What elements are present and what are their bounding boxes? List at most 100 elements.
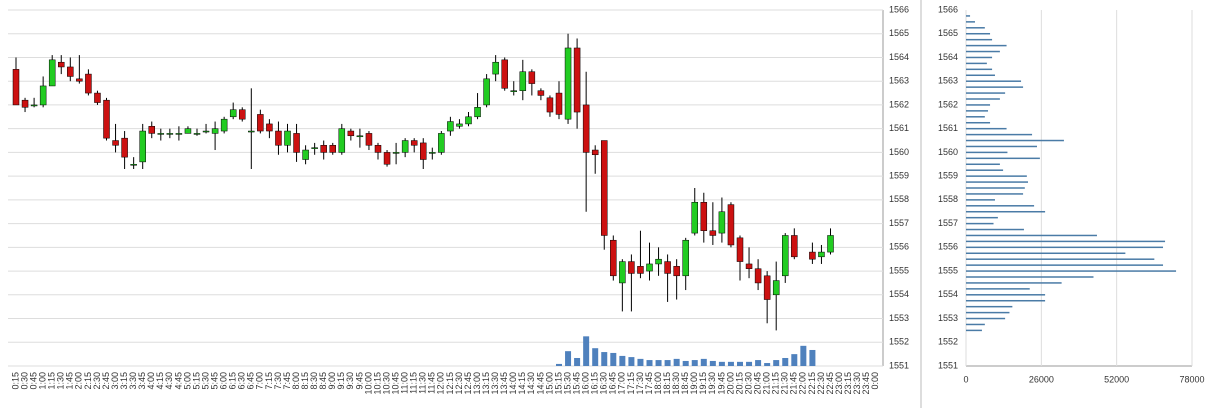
y-tick-label: 1563 [938, 76, 958, 86]
x-tick-label: 18:00 [653, 372, 663, 395]
y-tick-label: 1564 [938, 52, 958, 62]
y-tick-label: 1558 [889, 194, 909, 204]
profile-bar [966, 210, 1046, 213]
x-tick-label: 1:45 [65, 372, 75, 390]
x-tick-label: 6:45 [246, 372, 256, 390]
volume-bar [583, 336, 590, 366]
profile-bar [966, 98, 1000, 100]
x-tick-label: 5:30 [200, 372, 210, 390]
x-tick-label: 16:30 [599, 372, 609, 395]
profile-bar [966, 127, 1007, 130]
x-tick-label: 0:00 [870, 372, 880, 390]
x-tick-label: 23:00 [834, 372, 844, 395]
y-tick-label: 1555 [889, 265, 909, 275]
volume-bar [637, 358, 644, 366]
y-tick-label: 1558 [938, 194, 958, 204]
volume-bar [800, 345, 807, 366]
candle-body [637, 266, 644, 274]
x-tick-label: 11:00 [400, 372, 410, 394]
x-tick-label: 7:30 [273, 372, 283, 390]
profile-bar [966, 205, 1035, 207]
x-tick-label: 20:30 [743, 372, 753, 395]
y-tick-label: 1557 [889, 218, 909, 228]
candle-body [21, 99, 29, 108]
x-tick-label: 21:15 [771, 372, 781, 395]
candle-body [772, 280, 780, 296]
candle-body [112, 140, 119, 146]
x-tick-label: 19:45 [716, 372, 726, 395]
x-tick-label: 19:30 [707, 372, 717, 395]
x-tick-label: 9:00 [327, 372, 337, 390]
x-tick-label: 23:30 [852, 372, 862, 395]
candle-body [718, 211, 726, 234]
x-tick-label: 13:15 [481, 372, 491, 395]
volume-bar [700, 358, 707, 366]
x-tick-label: 13:00 [472, 372, 482, 395]
candle-body [782, 235, 789, 277]
profile-bar [966, 86, 1024, 88]
candle-body [157, 133, 165, 135]
profile-bar [966, 15, 971, 17]
candle-body [483, 78, 490, 106]
x-tick-label: 4:45 [173, 372, 183, 390]
x-tick-label: 0:15 [10, 372, 20, 390]
profile-bar [966, 299, 1046, 302]
candle-body [555, 92, 563, 115]
volume-bar [809, 349, 816, 366]
profile-bar [966, 294, 1046, 296]
candle-body [492, 61, 499, 75]
candle-body [193, 133, 201, 135]
x-tick-label: 4:15 [155, 372, 165, 390]
candle-body [420, 142, 427, 160]
x-tick-label: 2:15 [83, 372, 93, 390]
candle-body [754, 268, 762, 284]
x-tick-label: 3:45 [137, 372, 147, 390]
candle-body [727, 204, 735, 246]
candle-body [610, 239, 617, 277]
x-tick-label: 1:30 [56, 372, 66, 390]
x-tick-label: 18:15 [662, 372, 672, 395]
x-tick-label: 18:30 [671, 372, 681, 395]
y-tick-label: 1562 [889, 99, 909, 109]
candle-body [184, 128, 192, 134]
y-tick-label: 1562 [938, 99, 958, 109]
candle-body [48, 59, 56, 87]
y-tick-label: 1554 [889, 289, 909, 299]
profile-bar [966, 92, 1006, 94]
candle-body [745, 263, 753, 269]
x-tick-label: 2:00 [74, 372, 84, 390]
x-tick-label: 8:00 [291, 372, 301, 390]
x-tick-label: 6:15 [228, 372, 238, 390]
x-tick-label: 17:30 [635, 372, 645, 395]
volume-bar [746, 361, 753, 366]
x-tick-label: 22:15 [807, 372, 817, 395]
y-tick-label: 1559 [889, 171, 909, 181]
x-tick-label: 20:15 [734, 372, 744, 395]
candle-body [257, 114, 264, 132]
profile-bar [966, 38, 993, 41]
candle-body [691, 201, 698, 234]
y-tick-label: 1556 [938, 242, 958, 252]
profile-bar [966, 163, 1000, 166]
x-tick-label: 9:45 [354, 372, 364, 390]
candle-body [94, 92, 101, 103]
candle-body [76, 78, 83, 82]
y-tick-label: 1561 [938, 123, 958, 133]
profile-bar [966, 193, 1024, 195]
volume-bar [574, 357, 581, 366]
x-tick-label: 6:30 [237, 372, 247, 390]
x-tick-label: 14:45 [535, 372, 545, 395]
candle-body [374, 145, 382, 153]
candle-body [510, 90, 517, 92]
profile-bar [966, 157, 1040, 160]
candle-body [827, 235, 834, 253]
y-tick-label: 1565 [889, 28, 909, 38]
candle-body [338, 128, 346, 153]
x-tick-label: 3:15 [119, 372, 129, 390]
candle-body [30, 104, 38, 107]
x-tick-label: 16:00 [581, 372, 591, 395]
candle-body [239, 109, 246, 120]
candle-body [573, 47, 581, 113]
x-tick-label: 17:15 [626, 372, 636, 395]
